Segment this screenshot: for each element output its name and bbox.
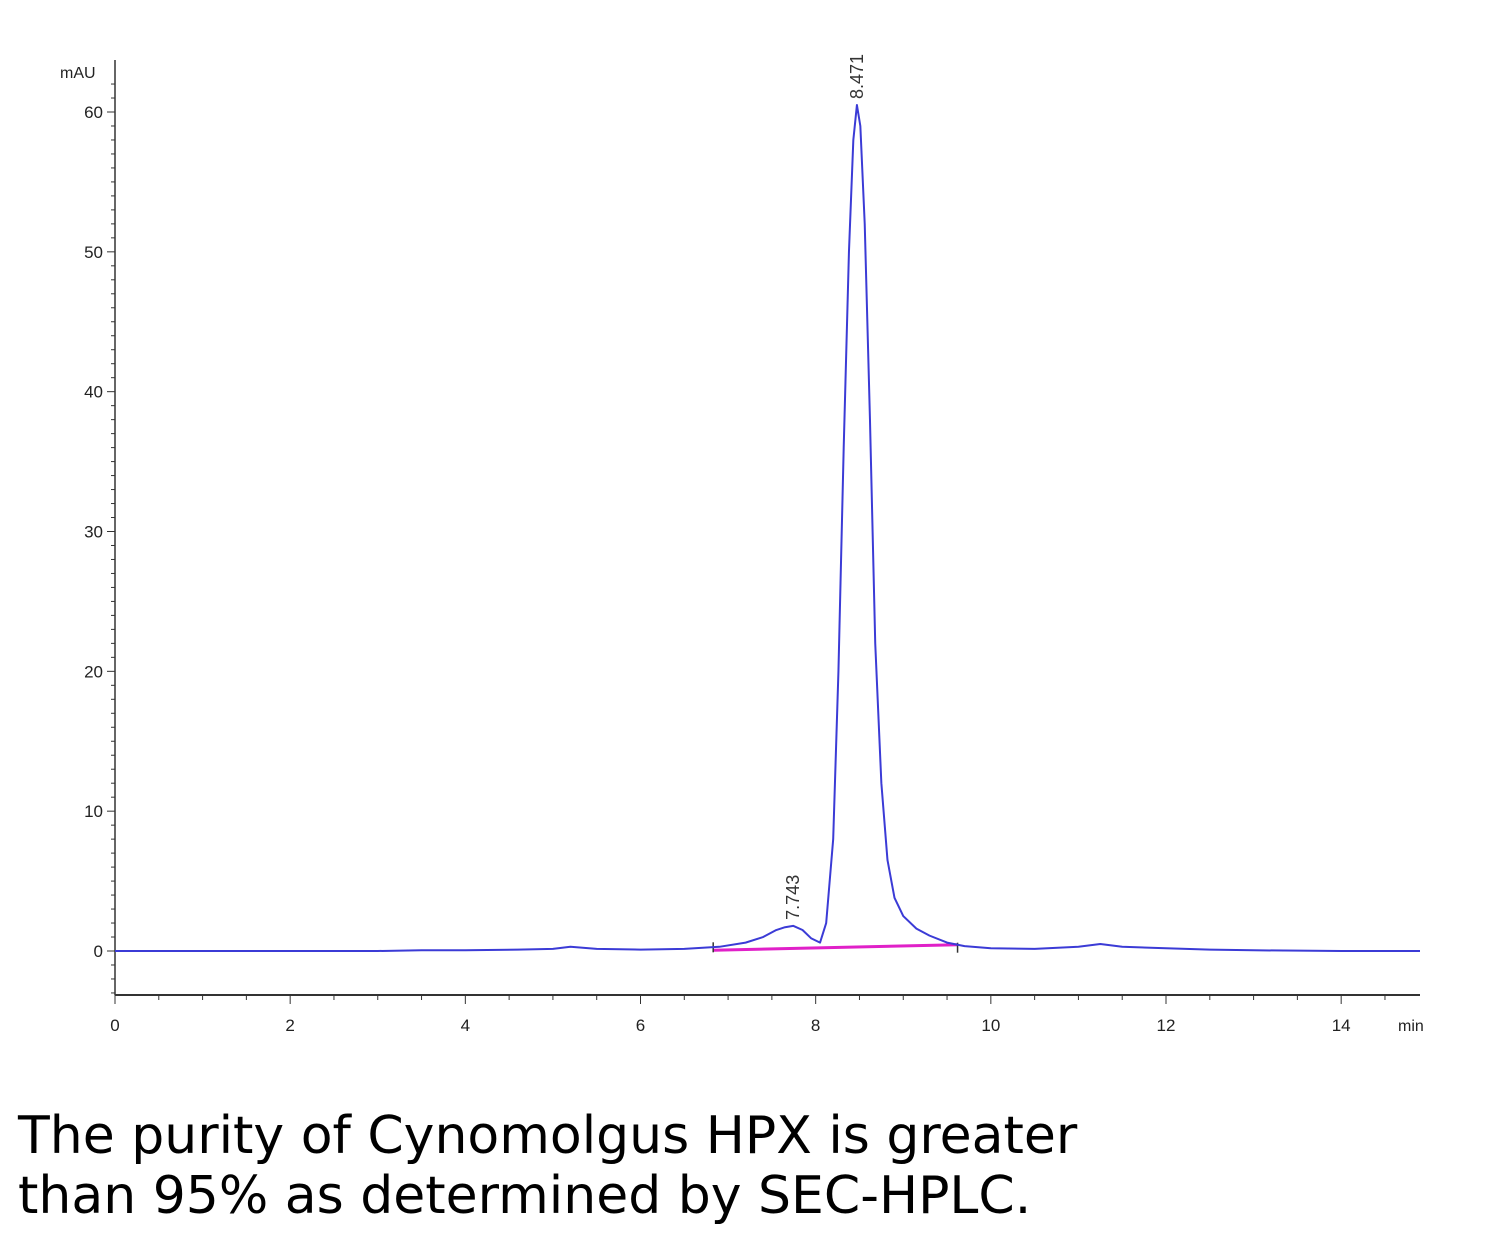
y-tick-label: 50 [84,243,103,262]
signal-trace [115,104,1420,952]
axes: 0 10 20 30 40 50 60 mAU 0 2 4 6 8 10 12 14 min [60,60,1424,1035]
y-tick-label: 40 [84,383,103,402]
chromatogram-chart: 0 10 20 30 40 50 60 mAU 0 2 4 6 8 10 12 14 min 7.743 8.47… [60,54,1424,1035]
baseline-line [713,943,958,952]
y-tick-label: 30 [84,523,103,542]
x-axis-label: min [1398,1018,1424,1035]
x-tick-label: 6 [636,1016,645,1035]
y-tick-label: 20 [84,662,103,681]
x-tick-label: 4 [461,1016,470,1035]
x-tick-label: 14 [1332,1016,1351,1035]
figure-caption: The purity of Cynomolgus HPX is greater … [18,1106,1218,1226]
caption-line-1: The purity of Cynomolgus HPX is greater [18,1106,1078,1166]
signal-line [115,104,1420,952]
integration-baseline [712,942,959,953]
y-axis-label: mAU [60,65,96,82]
y-tick-label: 60 [84,103,103,122]
peak-labels: 7.743 8.471 [783,54,867,920]
x-tick-label: 12 [1157,1016,1176,1035]
caption-line-2: than 95% as determined by SEC-HPLC. [18,1166,1032,1226]
x-tick-label: 8 [811,1016,820,1035]
x-tick-label: 10 [981,1016,1000,1035]
x-tick-label: 2 [285,1016,294,1035]
y-tick-label: 10 [84,802,103,821]
x-tick-label: 0 [110,1016,119,1035]
y-tick-label: 0 [94,942,103,961]
peak-retention-label: 7.743 [783,875,803,920]
peak-retention-label: 8.471 [847,54,867,99]
